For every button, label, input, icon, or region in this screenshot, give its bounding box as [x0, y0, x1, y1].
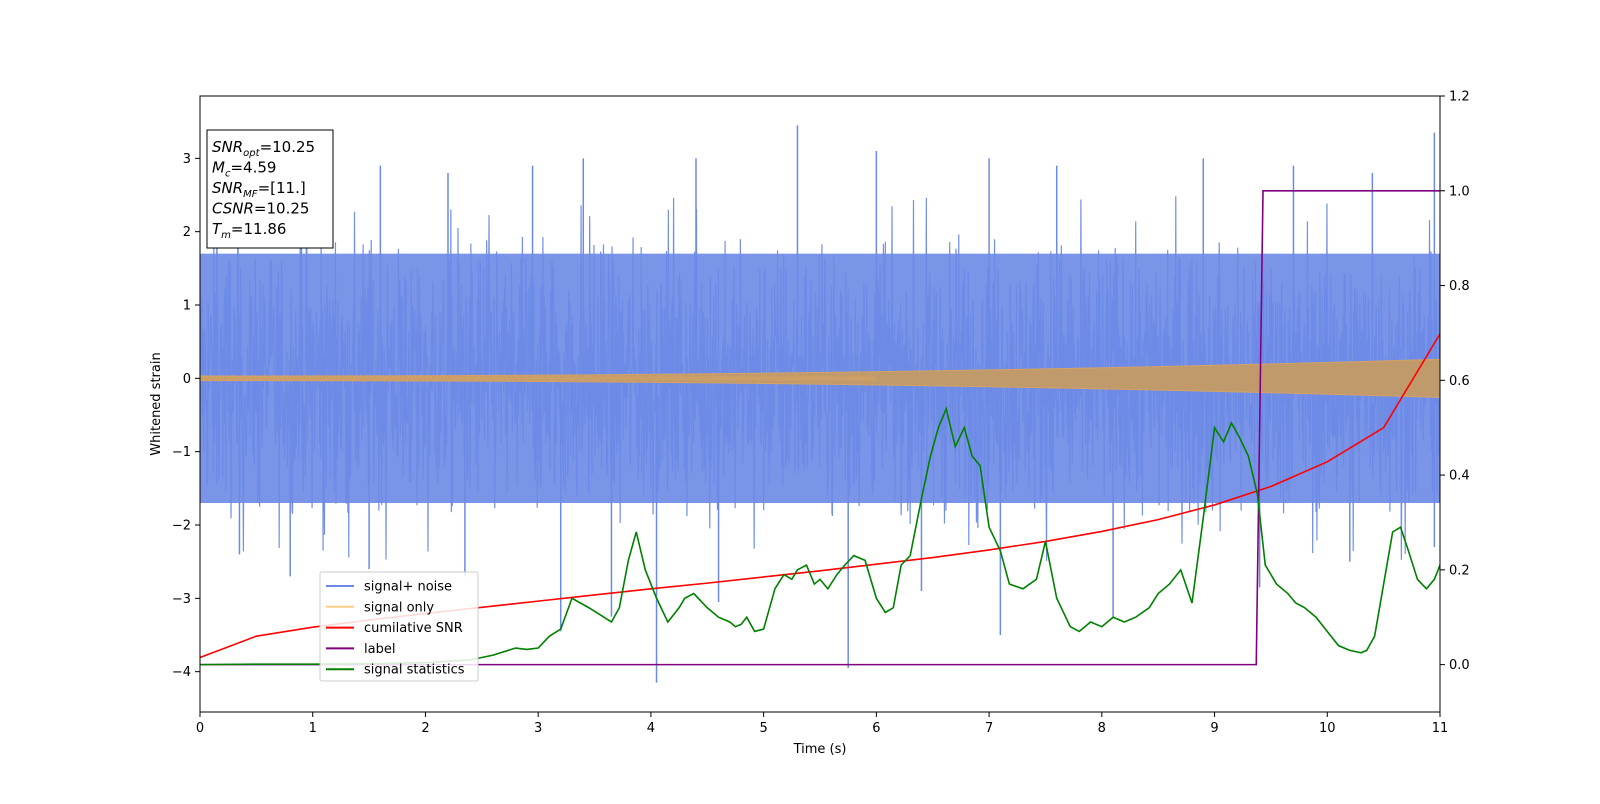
- annotation-line: SNRMF=[11.]: [212, 179, 306, 200]
- y-axis-right: 0.0 0.2 0.4 0.6 0.8 1.0 1.2: [1440, 90, 1470, 673]
- y2-tick-label: 0.2: [1449, 563, 1470, 578]
- x-tick-label: 3: [534, 721, 542, 736]
- x-axis: 0 1 2 3 4 5 6 7 8 9 10 11: [196, 712, 1448, 736]
- x-axis-label: Time (s): [793, 742, 847, 757]
- y-tick-label: −1: [172, 445, 191, 460]
- legend-label: label: [364, 642, 395, 657]
- y-tick-label: −2: [172, 519, 191, 534]
- annotation-box: SNRopt=10.25Mc=4.59SNRMF=[11.]CSNR=10.25…: [206, 129, 334, 249]
- y2-tick-label: 0.4: [1449, 469, 1470, 484]
- x-tick-label: 4: [647, 721, 655, 736]
- annotation-line: Tm=11.86: [212, 220, 286, 241]
- plot-frame: [199, 95, 1441, 713]
- signal-oscillation: [200, 373, 877, 383]
- y2-tick-label: 0.0: [1449, 658, 1470, 673]
- y-axis-left: −4 −3 −2 −1 0 1 2 3: [172, 152, 200, 680]
- y-axis-label: Whitened strain: [149, 352, 164, 455]
- series-signal-statistics: [200, 406, 1440, 666]
- x-tick-label: 9: [1210, 721, 1218, 736]
- x-tick-label: 5: [759, 721, 767, 736]
- y2-tick-label: 0.8: [1449, 279, 1470, 294]
- legend-label: cumilative SNR: [364, 621, 463, 636]
- legend-frame: [319, 571, 479, 682]
- annotation-line: Mc=4.59: [212, 159, 276, 180]
- series-label: [200, 189, 1440, 666]
- y2-tick-label: 0.6: [1449, 374, 1470, 389]
- annotation-line: CSNR=10.25: [212, 200, 309, 218]
- x-tick-label: 7: [985, 721, 993, 736]
- y-tick-label: 1: [183, 299, 191, 314]
- y2-tick-label: 1.2: [1449, 90, 1470, 105]
- y-tick-label: 2: [183, 225, 191, 240]
- legend: signal+ noise signal only cumilative SNR la…: [319, 571, 479, 682]
- x-tick-label: 0: [196, 721, 204, 736]
- x-tick-label: 11: [1432, 721, 1449, 736]
- y-tick-label: 3: [183, 152, 191, 167]
- plot-area: [200, 125, 1440, 683]
- legend-label: signal only: [364, 600, 434, 615]
- y2-tick-label: 1.0: [1449, 184, 1470, 199]
- x-tick-label: 8: [1098, 721, 1106, 736]
- annotation-frame: [206, 129, 334, 249]
- y-tick-label: −4: [172, 665, 191, 680]
- y-tick-label: 0: [183, 372, 191, 387]
- legend-label: signal+ noise: [364, 580, 452, 595]
- annotation-line: SNRopt=10.25: [212, 138, 315, 159]
- y-tick-label: −3: [172, 592, 191, 607]
- x-tick-label: 10: [1319, 721, 1336, 736]
- x-tick-label: 6: [872, 721, 880, 736]
- x-tick-label: 2: [421, 721, 429, 736]
- legend-label: signal statistics: [364, 663, 465, 678]
- x-tick-label: 1: [309, 721, 317, 736]
